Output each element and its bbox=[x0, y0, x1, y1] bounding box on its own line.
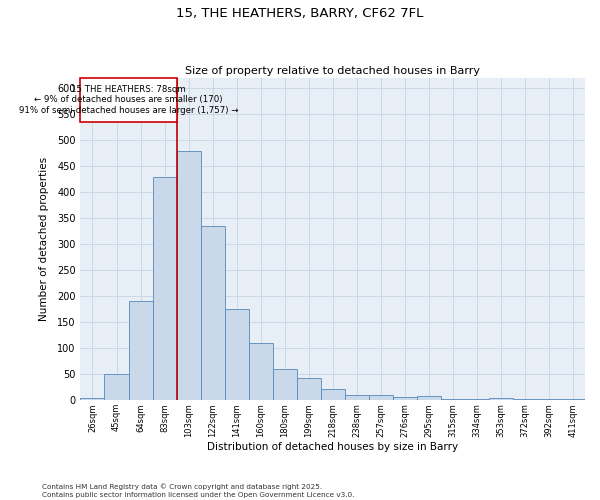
Bar bbox=[417, 396, 441, 400]
Bar bbox=[80, 398, 104, 400]
Bar bbox=[393, 396, 417, 400]
Text: Contains HM Land Registry data © Crown copyright and database right 2025.
Contai: Contains HM Land Registry data © Crown c… bbox=[42, 484, 355, 498]
Bar bbox=[272, 369, 296, 400]
Bar bbox=[224, 309, 248, 400]
Bar bbox=[321, 389, 345, 400]
Bar bbox=[248, 343, 272, 400]
Bar bbox=[537, 398, 561, 400]
Bar bbox=[104, 374, 128, 400]
Bar bbox=[369, 395, 393, 400]
Bar bbox=[176, 150, 200, 400]
FancyBboxPatch shape bbox=[80, 78, 176, 122]
Text: 15 THE HEATHERS: 78sqm
← 9% of detached houses are smaller (170)
91% of semi-det: 15 THE HEATHERS: 78sqm ← 9% of detached … bbox=[19, 85, 238, 114]
Bar bbox=[296, 378, 321, 400]
Bar bbox=[200, 226, 224, 400]
X-axis label: Distribution of detached houses by size in Barry: Distribution of detached houses by size … bbox=[207, 442, 458, 452]
Title: Size of property relative to detached houses in Barry: Size of property relative to detached ho… bbox=[185, 66, 480, 76]
Bar bbox=[152, 176, 176, 400]
Y-axis label: Number of detached properties: Number of detached properties bbox=[38, 157, 49, 321]
Bar bbox=[128, 302, 152, 400]
Bar bbox=[441, 398, 465, 400]
Bar bbox=[345, 394, 369, 400]
Bar bbox=[489, 398, 513, 400]
Text: 15, THE HEATHERS, BARRY, CF62 7FL: 15, THE HEATHERS, BARRY, CF62 7FL bbox=[176, 8, 424, 20]
